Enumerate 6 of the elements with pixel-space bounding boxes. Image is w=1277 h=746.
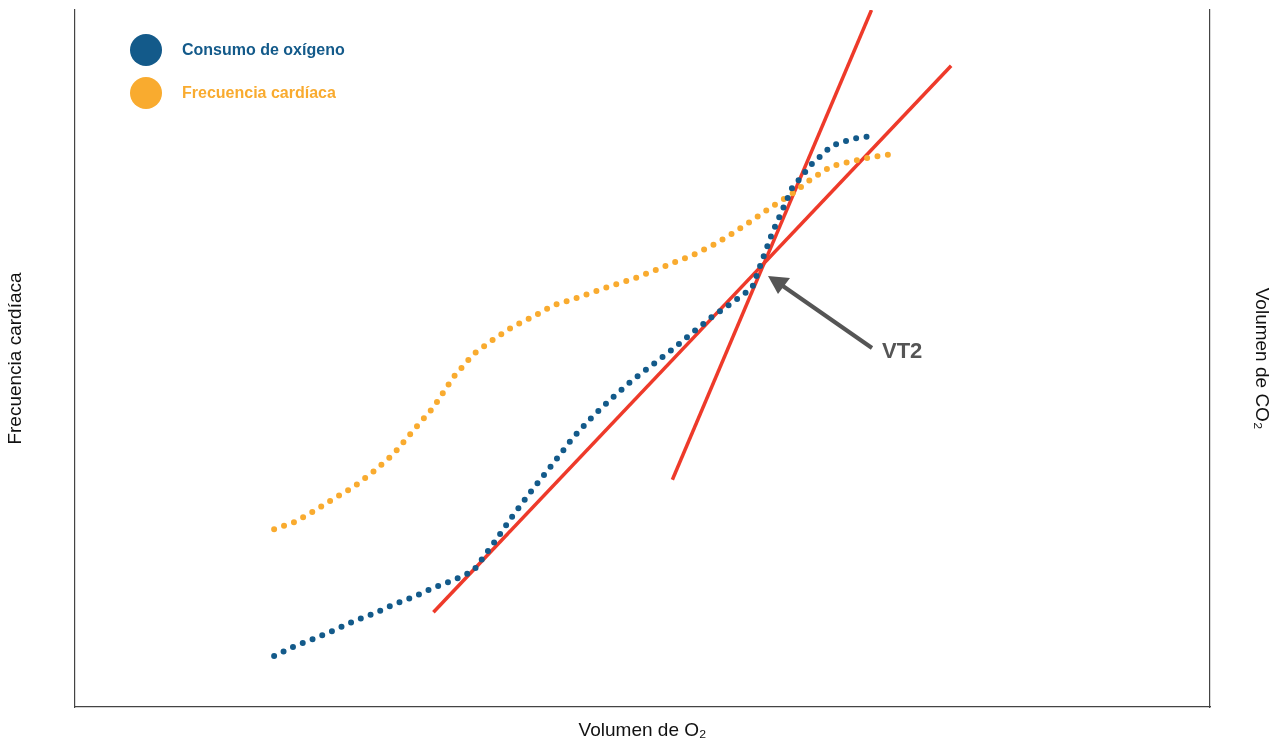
- legend-label: Frecuencia cardíaca: [182, 83, 336, 102]
- y2-axis-title: Volumen de CO₂: [1252, 287, 1274, 430]
- y-axis-title: Frecuencia cardíaca: [3, 272, 25, 445]
- x-axis-title: Volumen de O₂: [578, 718, 707, 740]
- legend-label: Consumo de oxígeno: [182, 40, 345, 59]
- annotation: VT2: [882, 338, 923, 364]
